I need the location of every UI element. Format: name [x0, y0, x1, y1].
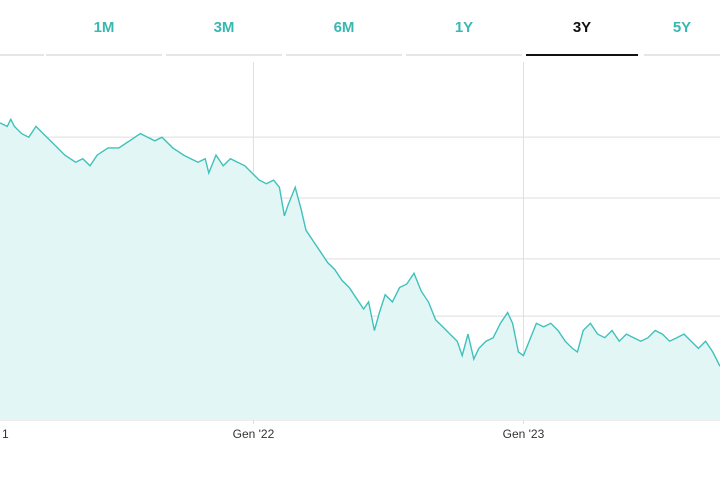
- tab-3m[interactable]: 3M: [166, 0, 282, 56]
- tab-6m[interactable]: 6M: [286, 0, 402, 56]
- x-axis-ticks: 1 Gen '22 Gen '23: [2, 427, 545, 441]
- tab-1y[interactable]: 1Y: [406, 0, 522, 56]
- tab-3y[interactable]: 3Y: [526, 0, 638, 56]
- tab-partial[interactable]: [0, 0, 44, 56]
- x-tick-label: Gen '23: [503, 427, 545, 441]
- x-tick-label: 1: [2, 427, 9, 441]
- tab-5y[interactable]: 5Y: [644, 0, 720, 56]
- area-fill: [0, 119, 720, 421]
- price-line: [0, 117, 720, 367]
- x-tick-label: Gen '22: [233, 427, 275, 441]
- timeframe-tabs: 1M 3M 6M 1Y 3Y 5Y: [0, 0, 720, 58]
- tab-1m[interactable]: 1M: [46, 0, 162, 56]
